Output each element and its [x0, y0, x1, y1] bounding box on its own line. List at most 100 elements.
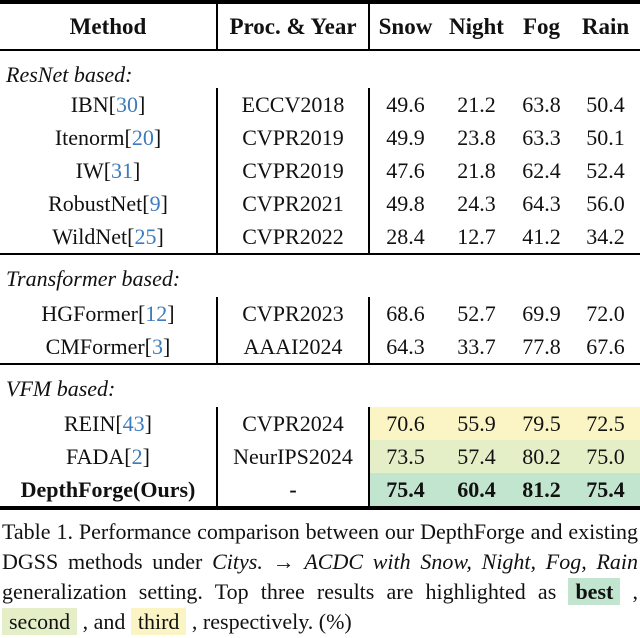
proc-cell: AAAI2024	[216, 330, 368, 363]
method-name: IW	[75, 157, 104, 183]
header-bottom-rule	[0, 49, 640, 51]
proc-cell: CVPR2019	[216, 154, 368, 187]
section-label-transformer: Transformer based:	[6, 266, 181, 291]
header-proc-year: Proc. & Year	[216, 4, 368, 49]
legend-third-swatch: third	[130, 608, 187, 635]
table-row: IBN [30] ECCV2018 49.6 21.2 63.8 50.4	[0, 88, 640, 121]
fog-cell: 77.8	[522, 333, 561, 359]
proc-cell: CVPR2022	[216, 220, 368, 253]
method-cell: RobustNet [9]	[0, 187, 216, 220]
fog-cell: 62.4	[522, 157, 561, 183]
table-row: WildNet [25] CVPR2022 28.4 12.7 41.2 34.…	[0, 220, 640, 253]
cite-open: [	[137, 300, 146, 326]
cite-open: [	[144, 333, 152, 359]
rain-cell: 67.6	[586, 333, 625, 359]
fog-cell: 63.3	[522, 124, 561, 150]
rain-cell: 50.1	[586, 124, 625, 150]
citation-link[interactable]: 12	[145, 300, 168, 326]
cite-close: ]	[137, 91, 146, 117]
night-cell: 21.2	[457, 91, 496, 117]
caption-acdc-italic: ACDC with Snow, Night, Fog, Rain	[304, 549, 639, 574]
fog-cell: 81.2	[512, 473, 571, 506]
snow-cell: 70.6	[368, 407, 441, 440]
fog-cell: 79.5	[512, 407, 571, 440]
night-cell: 33.7	[457, 333, 496, 359]
caption-citys-italic: Citys.	[212, 549, 263, 574]
table-row: IW [31] CVPR2019 47.6 21.8 62.4 52.4	[0, 154, 640, 187]
snow-cell: 68.6	[368, 297, 441, 330]
citation-link[interactable]: 2	[131, 443, 143, 469]
caption-text: , respectively. (%)	[186, 609, 352, 634]
rain-cell: 34.2	[586, 223, 625, 249]
snow-cell: 47.6	[368, 154, 441, 187]
cite-open: [	[124, 124, 132, 150]
night-cell: 23.8	[457, 124, 496, 150]
night-cell: 60.4	[441, 473, 512, 506]
proc-cell: ECCV2018	[216, 88, 368, 121]
night-cell: 52.7	[457, 300, 496, 326]
section-divider-rule	[0, 363, 640, 365]
citation-link[interactable]: 25	[134, 223, 157, 249]
fog-cell: 69.9	[522, 300, 561, 326]
rain-cell: 75.4	[571, 473, 640, 506]
header-fog: Fog	[522, 13, 561, 39]
cite-open: [	[108, 91, 116, 117]
proc-cell: CVPR2019	[216, 121, 368, 154]
rain-cell: 52.4	[586, 157, 625, 183]
citation-link[interactable]: 20	[131, 124, 154, 150]
method-cell: DepthForge(Ours)	[20, 476, 196, 502]
method-name: WildNet	[52, 223, 128, 249]
cite-open: [	[103, 157, 112, 183]
fog-cell: 41.2	[522, 223, 561, 249]
proc-cell: NeurIPS2024	[216, 440, 368, 473]
table-row: Itenorm [20] CVPR2019 49.9 23.8 63.3 50.…	[0, 121, 640, 154]
citation-link[interactable]: 31	[111, 157, 134, 183]
rain-cell: 75.0	[571, 440, 640, 473]
cite-close: ]	[142, 443, 150, 469]
table-row: FADA [2] NeurIPS2024 73.5 57.4 80.2 75.0	[0, 440, 640, 473]
method-name: RobustNet	[48, 190, 143, 216]
night-cell: 57.4	[441, 440, 512, 473]
snow-cell: 49.6	[368, 88, 441, 121]
method-name: IBN	[70, 91, 109, 117]
method-name: CMFormer	[45, 333, 145, 359]
table-row: RobustNet [9] CVPR2021 49.8 24.3 64.3 56…	[0, 187, 640, 220]
citation-link[interactable]: 30	[115, 91, 138, 117]
citation-link[interactable]: 43	[122, 410, 145, 436]
section-label-vfm: VFM based:	[6, 376, 116, 401]
method-cell: WildNet [25]	[0, 220, 216, 253]
snow-cell: 49.9	[368, 121, 441, 154]
method-name: REIN	[64, 410, 116, 436]
cite-close: ]	[144, 410, 152, 436]
method-cell: REIN [43]	[0, 407, 216, 440]
proc-cell: CVPR2023	[216, 297, 368, 330]
snow-cell: 28.4	[368, 220, 441, 253]
table-header-row: Method Proc. & Year Snow Night Fog Rain	[0, 4, 640, 49]
citation-link[interactable]: 9	[149, 190, 161, 216]
snow-cell: 64.3	[368, 330, 441, 363]
legend-best-swatch: best	[568, 578, 621, 605]
method-cell: CMFormer [3]	[0, 330, 216, 363]
cite-close: ]	[156, 223, 164, 249]
fog-cell: 64.3	[522, 190, 561, 216]
snow-cell: 49.8	[368, 187, 441, 220]
citation-link[interactable]: 3	[152, 333, 163, 359]
caption-text: Table 1. Performance comparison between …	[2, 519, 638, 574]
header-snow: Snow	[368, 4, 441, 49]
cite-close: ]	[133, 157, 141, 183]
table-row: REIN [43] CVPR2024 70.6 55.9 79.5 72.5	[0, 407, 640, 440]
legend-second-swatch: second	[2, 608, 78, 635]
table-top-rule	[0, 0, 640, 4]
rain-cell: 50.4	[586, 91, 625, 117]
section-divider-rule	[0, 253, 640, 255]
method-cell: FADA [2]	[0, 440, 216, 473]
table-row-ours: DepthForge(Ours) - 75.4 60.4 81.2 75.4	[0, 473, 640, 506]
proc-cell: CVPR2024	[216, 407, 368, 440]
cite-close: ]	[153, 124, 162, 150]
cite-close: ]	[167, 300, 175, 326]
method-cell: HGFormer [12]	[0, 297, 216, 330]
rain-cell: 56.0	[586, 190, 625, 216]
cite-open: [	[115, 410, 123, 436]
night-cell: 24.3	[457, 190, 496, 216]
snow-cell: 73.5	[368, 440, 441, 473]
